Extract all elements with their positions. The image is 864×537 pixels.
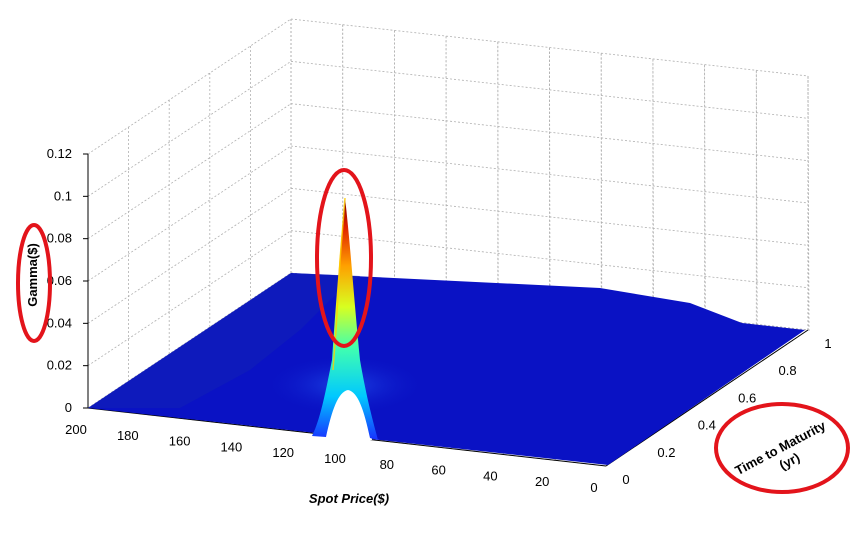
gamma-peak-surface bbox=[312, 198, 378, 440]
grid-x-back-vertical bbox=[704, 64, 706, 320]
x-tick-label: 0 bbox=[590, 480, 597, 495]
z-tick-label: 0.06 bbox=[47, 273, 72, 288]
y-tick-label: 0.6 bbox=[738, 390, 756, 405]
x-tick-label: 200 bbox=[65, 422, 87, 437]
gamma-label-highlight bbox=[16, 223, 52, 343]
grid-z-back bbox=[290, 230, 809, 289]
surface bbox=[88, 197, 805, 465]
z-tick-label: 0.08 bbox=[47, 231, 72, 246]
grid-z-left bbox=[87, 145, 292, 282]
x-tick-label: 20 bbox=[535, 474, 549, 489]
x-tick-label: 80 bbox=[380, 457, 394, 472]
z-tick-label: 0.02 bbox=[47, 358, 72, 373]
x-axis-label: Spot Price($) bbox=[309, 491, 389, 506]
grid-z-left bbox=[87, 18, 292, 155]
grid-z-back bbox=[290, 145, 809, 204]
z-axis-label: Gamma($) bbox=[25, 243, 40, 307]
x-tick-label: 100 bbox=[324, 451, 346, 466]
grid-z-left bbox=[87, 103, 292, 239]
grid-z-left bbox=[87, 188, 292, 324]
z-tick-label: 0.12 bbox=[47, 146, 72, 161]
x-tick-label: 160 bbox=[169, 434, 191, 449]
grid-x-back-vertical bbox=[807, 75, 810, 332]
x-tick-label: 40 bbox=[483, 468, 497, 483]
gamma-peak-edge bbox=[332, 197, 346, 371]
x-tick-label: 180 bbox=[117, 428, 139, 443]
gamma-peak-highlight bbox=[315, 168, 373, 348]
z-tick-label: 0.1 bbox=[54, 188, 72, 203]
z-tick-label: 0.04 bbox=[47, 315, 72, 330]
x-tick-label: 140 bbox=[221, 439, 243, 454]
axis-edge-y bbox=[605, 329, 809, 467]
grid-x-back-vertical bbox=[755, 70, 758, 326]
highlight-ellipses bbox=[16, 168, 850, 494]
grid-x-back-vertical bbox=[652, 58, 654, 314]
grid-x-back-vertical bbox=[600, 53, 603, 308]
y-tick-label: 0 bbox=[622, 472, 629, 487]
surface-shading bbox=[88, 273, 360, 408]
y-tick-label: 0.8 bbox=[779, 363, 797, 378]
y-tick-label: 0.4 bbox=[698, 418, 716, 433]
x-tick-label: 60 bbox=[431, 463, 445, 478]
y-tick-label: 0.2 bbox=[657, 445, 675, 460]
x-tick-label: 120 bbox=[272, 445, 294, 460]
grid-z-left bbox=[87, 61, 292, 197]
z-tick-label: 0 bbox=[65, 400, 72, 415]
y-tick-label: 1 bbox=[824, 336, 831, 351]
grid-x-back-vertical bbox=[549, 47, 551, 303]
grid-z-left bbox=[87, 230, 292, 366]
time-label-highlight bbox=[714, 402, 850, 494]
